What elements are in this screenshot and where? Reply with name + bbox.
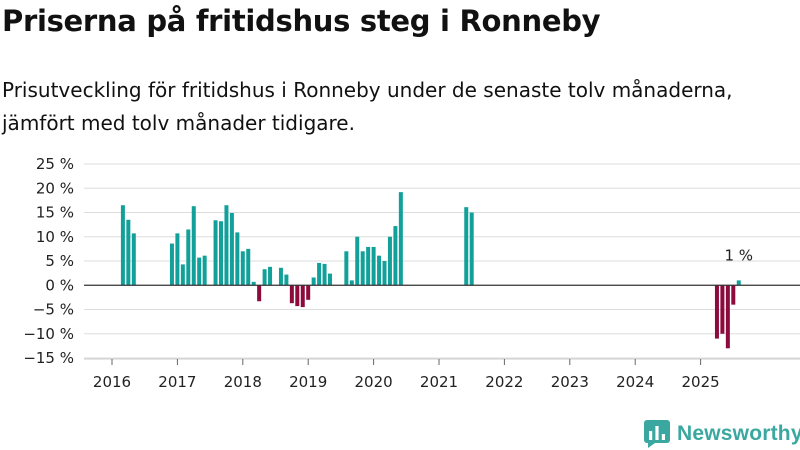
x-axis: 2016 2017 2018 2019 2020 2021 2022 2023 2024 2025 xyxy=(84,358,800,391)
bar xyxy=(131,233,136,286)
bar-chart-logo-icon xyxy=(644,420,670,448)
grid-lines xyxy=(84,163,800,359)
brand-name: Newsworthy xyxy=(677,422,800,445)
y-tick-label: −10 % xyxy=(23,325,74,343)
bar xyxy=(306,285,311,300)
bar xyxy=(371,246,376,286)
bar xyxy=(720,285,725,334)
bar xyxy=(344,251,349,286)
bar xyxy=(464,207,469,286)
y-tick-label: 5 % xyxy=(45,252,74,270)
bar xyxy=(213,220,218,286)
y-axis-labels: −15 % −10 % −5 % 0 % 5 % 10 % 15 % 20 % 25 % xyxy=(23,155,74,367)
bar xyxy=(186,229,191,286)
bar xyxy=(224,205,229,286)
y-tick-label: 20 % xyxy=(36,179,74,197)
bar xyxy=(725,285,730,349)
bar xyxy=(382,261,387,286)
bar xyxy=(197,257,202,286)
bar xyxy=(278,267,283,286)
chart-title: Priserna på fritidshus steg i Ronneby xyxy=(2,4,601,38)
bars xyxy=(120,192,741,349)
bar xyxy=(169,243,174,286)
bar xyxy=(257,285,262,302)
bar xyxy=(295,285,300,307)
bar xyxy=(349,280,354,286)
bar xyxy=(251,281,256,286)
bar xyxy=(235,232,240,286)
y-tick-label: −5 % xyxy=(33,301,74,319)
bar xyxy=(191,206,196,286)
bar xyxy=(360,251,365,286)
bar xyxy=(120,205,125,286)
bar xyxy=(469,212,474,286)
annotations: 1 % xyxy=(724,246,753,264)
bar xyxy=(322,263,327,286)
x-tick-label: 2024 xyxy=(616,373,654,391)
bar xyxy=(284,274,289,286)
bar xyxy=(300,285,305,308)
y-tick-label: −15 % xyxy=(23,349,74,367)
bar xyxy=(377,255,382,286)
y-tick-label: 25 % xyxy=(36,155,74,173)
x-tick-label: 2021 xyxy=(420,373,458,391)
bar xyxy=(355,236,360,286)
x-tick-label: 2022 xyxy=(485,373,523,391)
x-tick-label: 2016 xyxy=(93,373,131,391)
bar xyxy=(366,246,371,286)
bar-chart: −15 % −10 % −5 % 0 % 5 % 10 % 15 % 20 % 25 % 201… xyxy=(23,155,800,391)
bar xyxy=(268,266,273,286)
bar xyxy=(262,269,267,286)
bar xyxy=(289,285,294,304)
bar xyxy=(317,262,322,286)
bar xyxy=(180,264,185,286)
bar xyxy=(393,226,398,286)
bar xyxy=(175,233,180,286)
bar xyxy=(328,273,332,286)
x-tick-label: 2019 xyxy=(289,373,327,391)
bar xyxy=(202,255,207,286)
x-tick-label: 2020 xyxy=(355,373,393,391)
x-tick-label: 2017 xyxy=(158,373,196,391)
bar xyxy=(311,277,316,286)
y-tick-label: 10 % xyxy=(36,228,74,246)
x-tick-label: 2018 xyxy=(224,373,262,391)
data-label: 1 % xyxy=(724,246,753,264)
y-tick-label: 15 % xyxy=(36,204,74,222)
bar xyxy=(219,221,223,286)
y-tick-label: 0 % xyxy=(45,276,74,294)
bar xyxy=(229,212,234,286)
bar xyxy=(398,192,403,286)
bar xyxy=(126,219,131,286)
bar xyxy=(387,236,392,286)
bar xyxy=(714,285,719,339)
bar xyxy=(240,251,245,286)
bar xyxy=(736,280,741,286)
x-tick-label: 2025 xyxy=(682,373,720,391)
bar xyxy=(246,248,251,286)
chart-subtitle: Prisutveckling för fritidshus i Ronneby … xyxy=(2,78,733,135)
x-tick-label: 2023 xyxy=(551,373,589,391)
bar xyxy=(731,285,736,305)
newsworthy-logo: Newsworthy xyxy=(644,420,800,448)
